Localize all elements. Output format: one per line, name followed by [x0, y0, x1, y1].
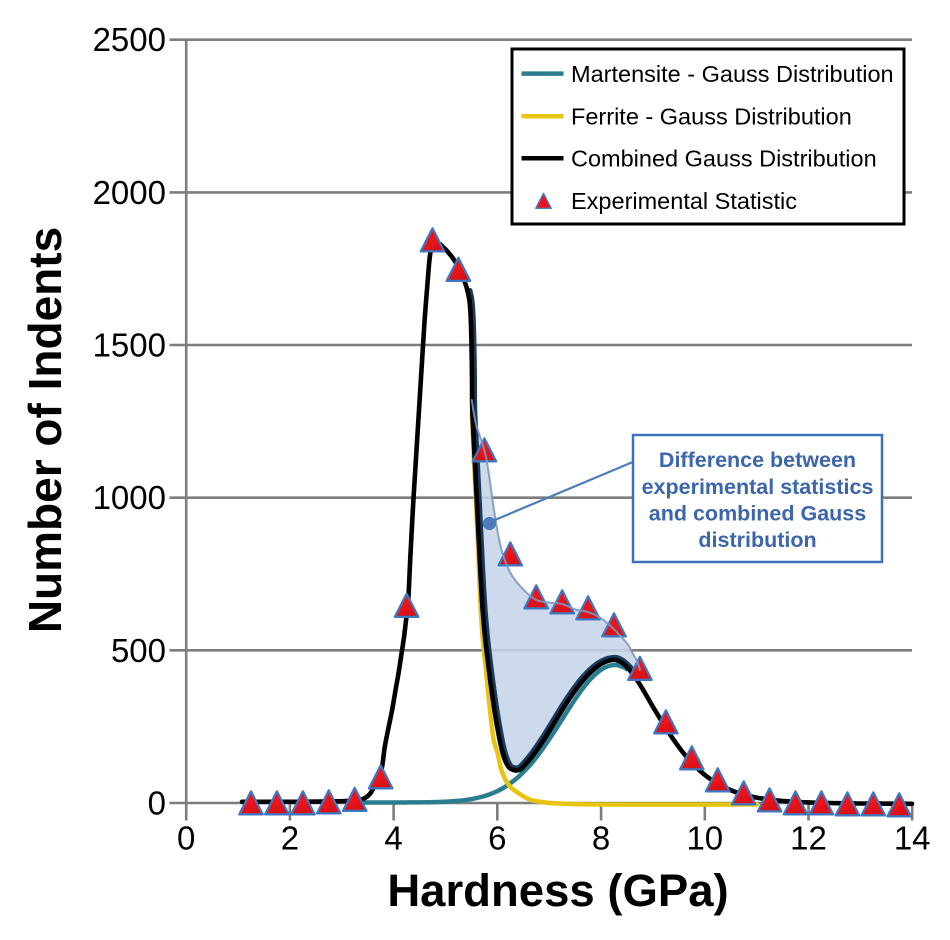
svg-text:0: 0	[148, 785, 166, 822]
svg-text:distribution: distribution	[698, 528, 816, 552]
svg-text:2: 2	[281, 820, 299, 857]
svg-text:6: 6	[488, 820, 506, 857]
svg-text:and combined Gauss: and combined Gauss	[649, 502, 866, 526]
svg-text:0: 0	[177, 820, 195, 857]
svg-text:2500: 2500	[93, 21, 166, 58]
svg-text:Difference between: Difference between	[659, 448, 856, 472]
svg-text:Hardness (GPa): Hardness (GPa)	[387, 865, 728, 916]
svg-text:8: 8	[592, 820, 610, 857]
svg-text:4: 4	[384, 820, 402, 857]
svg-text:Ferrite - Gauss Distribution: Ferrite - Gauss Distribution	[571, 104, 852, 130]
svg-text:experimental statistics: experimental statistics	[642, 475, 874, 499]
svg-text:12: 12	[790, 820, 827, 857]
svg-text:1500: 1500	[93, 327, 166, 364]
svg-text:2000: 2000	[93, 174, 166, 211]
svg-text:Number of Indents: Number of Indents	[19, 227, 71, 633]
svg-text:1000: 1000	[93, 479, 166, 516]
svg-text:Experimental Statistic: Experimental Statistic	[571, 188, 797, 214]
svg-text:10: 10	[686, 820, 723, 857]
svg-text:14: 14	[894, 820, 931, 857]
svg-text:500: 500	[111, 632, 166, 669]
svg-text:Martensite - Gauss Distributio: Martensite - Gauss Distribution	[571, 61, 894, 87]
svg-text:Combined Gauss Distribution: Combined Gauss Distribution	[571, 146, 877, 172]
